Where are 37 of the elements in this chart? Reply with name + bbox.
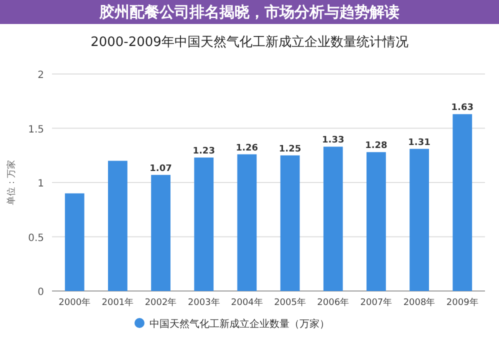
text: 胶州配餐公司排名揭晓，市场分析与趋势解读 — [98, 3, 400, 21]
x-tick-label: 2000年 — [58, 297, 91, 308]
bar — [452, 114, 472, 291]
x-tick-label: 2009年 — [446, 297, 478, 308]
chart-title: 2000-2009年中国天然气化工新成立企业数量统计情况 — [90, 34, 408, 50]
x-tick-label: 2008年 — [403, 297, 436, 308]
x-tick-label: 2006年 — [317, 297, 350, 308]
x-tick-label: 2003年 — [188, 297, 220, 308]
x-tick-label: 2007年 — [360, 297, 392, 308]
bar — [194, 158, 214, 291]
y-tick-label: 0.5 — [28, 232, 44, 244]
y-tick-label: 1 — [38, 178, 44, 190]
bar — [151, 174, 170, 291]
bar — [366, 152, 386, 291]
x-tick-label: 2002年 — [144, 297, 177, 308]
bar — [64, 193, 84, 291]
bar — [237, 154, 257, 291]
bar — [108, 160, 128, 291]
y-tick-label: 1.5 — [28, 124, 44, 136]
bar — [323, 146, 343, 291]
bar — [410, 148, 429, 291]
data-label: 1.25 — [278, 144, 302, 154]
legend-label: 中国天然气化工新成立企业数量（万家） — [150, 318, 330, 330]
data-label: 1.23 — [192, 146, 215, 157]
data-label: 1.31 — [408, 138, 430, 148]
x-tick-label: 2005年 — [274, 297, 306, 308]
x-tick-label: 2001年 — [102, 297, 134, 308]
x-tick-label: 2004年 — [231, 297, 263, 308]
y-tick-label: 0 — [38, 287, 44, 298]
y-tick-label: 2 — [38, 70, 44, 81]
data-label: 1.28 — [365, 141, 388, 152]
data-label: 1.63 — [451, 103, 474, 114]
data-label: 1.33 — [322, 136, 344, 146]
data-label: 1.26 — [236, 143, 258, 154]
y-axis-title: 单位：万家 — [6, 160, 17, 205]
data-label: 1.07 — [150, 164, 172, 174]
bar — [280, 155, 300, 291]
